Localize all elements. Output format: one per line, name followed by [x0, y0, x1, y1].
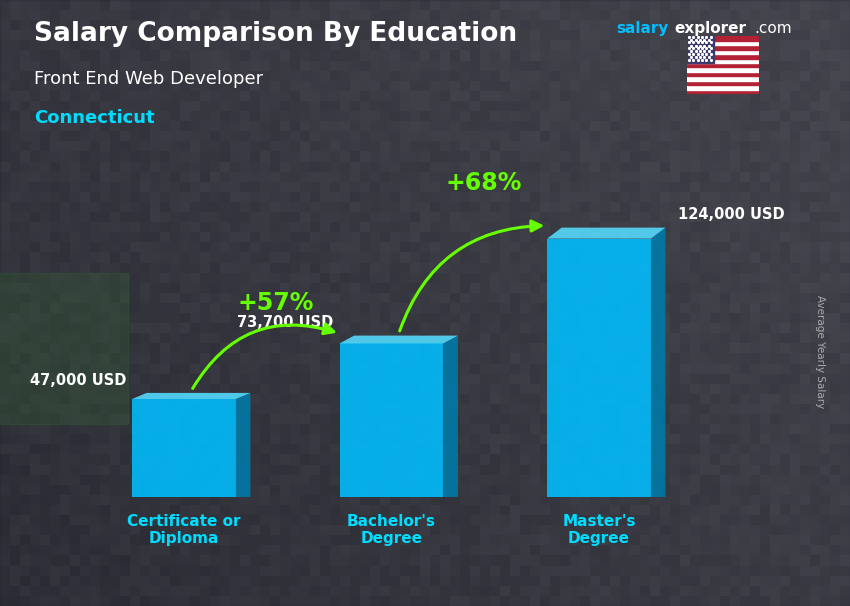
Bar: [687, 41, 759, 45]
Bar: [0, 273, 128, 424]
Bar: [687, 63, 759, 67]
Text: .com: .com: [755, 21, 792, 36]
Polygon shape: [547, 239, 651, 497]
Text: 47,000 USD: 47,000 USD: [30, 373, 126, 388]
Bar: [687, 50, 759, 54]
Text: +68%: +68%: [445, 170, 522, 195]
Polygon shape: [235, 393, 251, 497]
Text: 124,000 USD: 124,000 USD: [677, 207, 785, 222]
Polygon shape: [340, 336, 458, 344]
Polygon shape: [651, 228, 666, 497]
Bar: [687, 85, 759, 90]
Text: explorer: explorer: [674, 21, 746, 36]
Bar: [687, 54, 759, 59]
Text: Salary Comparison By Education: Salary Comparison By Education: [34, 21, 517, 47]
Polygon shape: [132, 393, 251, 399]
Text: Connecticut: Connecticut: [34, 109, 155, 127]
Bar: [687, 36, 714, 63]
Bar: [687, 45, 759, 50]
Bar: [687, 67, 759, 72]
Polygon shape: [340, 344, 444, 497]
Text: 73,700 USD: 73,700 USD: [237, 315, 333, 330]
Bar: [687, 76, 759, 81]
Polygon shape: [547, 228, 666, 239]
Text: Front End Web Developer: Front End Web Developer: [34, 70, 264, 88]
Bar: [687, 72, 759, 76]
Text: Average Yearly Salary: Average Yearly Salary: [815, 295, 825, 408]
Bar: [687, 81, 759, 85]
Bar: [687, 59, 759, 63]
Bar: [687, 90, 759, 94]
Polygon shape: [132, 399, 235, 497]
Polygon shape: [444, 336, 458, 497]
Bar: [687, 36, 759, 41]
Text: salary: salary: [616, 21, 669, 36]
Text: +57%: +57%: [238, 291, 314, 316]
